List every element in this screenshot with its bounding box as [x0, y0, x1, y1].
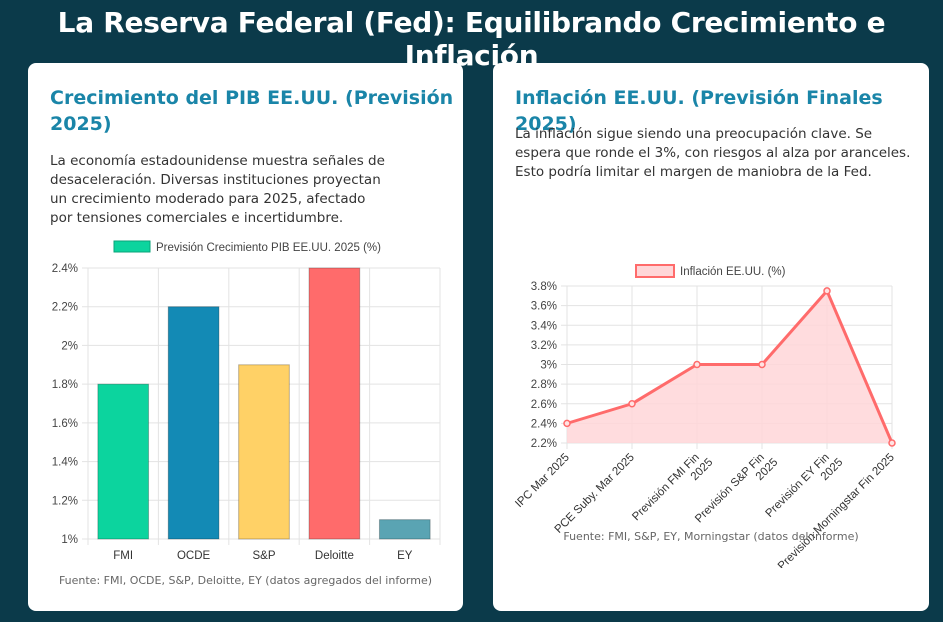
gdp-card-title-line: Crecimiento del PIB EE.UU. (Previsión: [50, 87, 454, 109]
data-point: [758, 360, 766, 369]
y-tick-label: 3.4%: [531, 320, 557, 332]
data-point: [823, 287, 831, 295]
y-tick-label: 1.4%: [52, 457, 78, 469]
legend-swatch: [113, 240, 151, 253]
x-tick-label: EY: [397, 550, 413, 562]
x-tick-label-line: Previsión FMI Fin: [630, 451, 702, 523]
gdp-card-title-line: 2025): [50, 113, 112, 135]
x-tick-label: S&P: [252, 550, 275, 562]
x-tick-label-group: IPC Mar 2025: [513, 451, 572, 510]
y-tick-label: 3%: [540, 360, 557, 372]
bar: [238, 364, 290, 540]
y-tick-label: 1.2%: [52, 495, 78, 507]
x-tick-label-line: IPC Mar 2025: [513, 451, 572, 510]
inflation-card-description: La inflación sigue siendo una preocupaci…: [515, 125, 910, 182]
inflation-source: Fuente: FMI, S&P, EY, Morningstar (datos…: [563, 530, 859, 543]
legend-label: Previsión Crecimiento PIB EE.UU. 2025 (%…: [156, 242, 381, 254]
bar: [308, 267, 361, 540]
y-tick-label: 2.2%: [52, 302, 78, 314]
x-tick-label: FMI: [113, 550, 133, 562]
y-tick-label: 1.6%: [52, 418, 78, 430]
page-title: La Reserva Federal (Fed): Equilibrando C…: [57, 6, 886, 72]
data-point: [563, 419, 571, 428]
y-tick-label: 3.8%: [531, 281, 557, 293]
x-tick-label: IPC Mar 2025: [513, 451, 572, 510]
x-tick-label: Deloitte: [315, 550, 354, 562]
y-tick-label: 2.4%: [52, 263, 78, 275]
gdp-card-text-line: La economía estadounidense muestra señal…: [50, 153, 385, 169]
bar: [167, 306, 220, 540]
y-tick-label: 2%: [61, 340, 78, 352]
data-point: [693, 360, 701, 369]
inflation-card-text-line: Esto podría limitar el margen de maniobr…: [515, 164, 872, 180]
gdp-card-text-line: desaceleración. Diversas instituciones p…: [50, 172, 381, 188]
y-tick-label: 3.2%: [531, 340, 557, 352]
y-tick-label: 1.8%: [52, 379, 78, 391]
inflation-line-chart: Inflación EE.UU. (%) 2.2% 2.4% 2.6% 2.8% 3% 3.…: [513, 264, 897, 568]
gdp-card-text-line: un crecimiento moderado para 2025, afect…: [50, 191, 366, 207]
legend-label: Inflación EE.UU. (%): [680, 266, 786, 278]
bar: [378, 519, 431, 540]
series-line: [566, 289, 894, 444]
y-tick-label: 2.6%: [531, 399, 557, 411]
y-tick-label: 1%: [61, 534, 78, 546]
inflation-card: Inflación EE.UU. (Previsión Finales 2025…: [493, 63, 929, 611]
inflation-card-text-line: espera que ronde el 3%, con riesgos al a…: [515, 145, 911, 161]
y-tick-label: 2.2%: [531, 438, 557, 450]
y-tick-label: 2.4%: [531, 418, 557, 430]
x-tick-label: OCDE: [177, 550, 211, 562]
area-fill: [567, 290, 892, 443]
inflation-card-title: Inflación EE.UU. (Previsión Finales 2025…: [515, 87, 883, 135]
bar: [97, 383, 150, 540]
gdp-bar-chart: Previsión Crecimiento PIB EE.UU. 2025 (%…: [52, 240, 441, 562]
y-tick-label: 3.6%: [531, 301, 557, 313]
gdp-card-description: La economía estadounidense muestra señal…: [50, 152, 385, 228]
gdp-source: Fuente: FMI, OCDE, S&P, Deloitte, EY (da…: [58, 574, 433, 587]
gdp-card: Crecimiento del PIB EE.UU. (Previsión 20…: [28, 63, 463, 611]
legend-swatch: [635, 264, 675, 278]
y-tick-label: 2.8%: [531, 379, 557, 391]
data-point: [888, 439, 896, 447]
inflation-card-text-line: La inflación sigue siendo una preocupaci…: [515, 126, 873, 142]
gdp-card-title: Crecimiento del PIB EE.UU. (Previsión 20…: [50, 85, 453, 137]
gdp-card-text-line: por tensiones comerciales e incertidumbr…: [50, 210, 344, 226]
data-point: [628, 400, 636, 408]
